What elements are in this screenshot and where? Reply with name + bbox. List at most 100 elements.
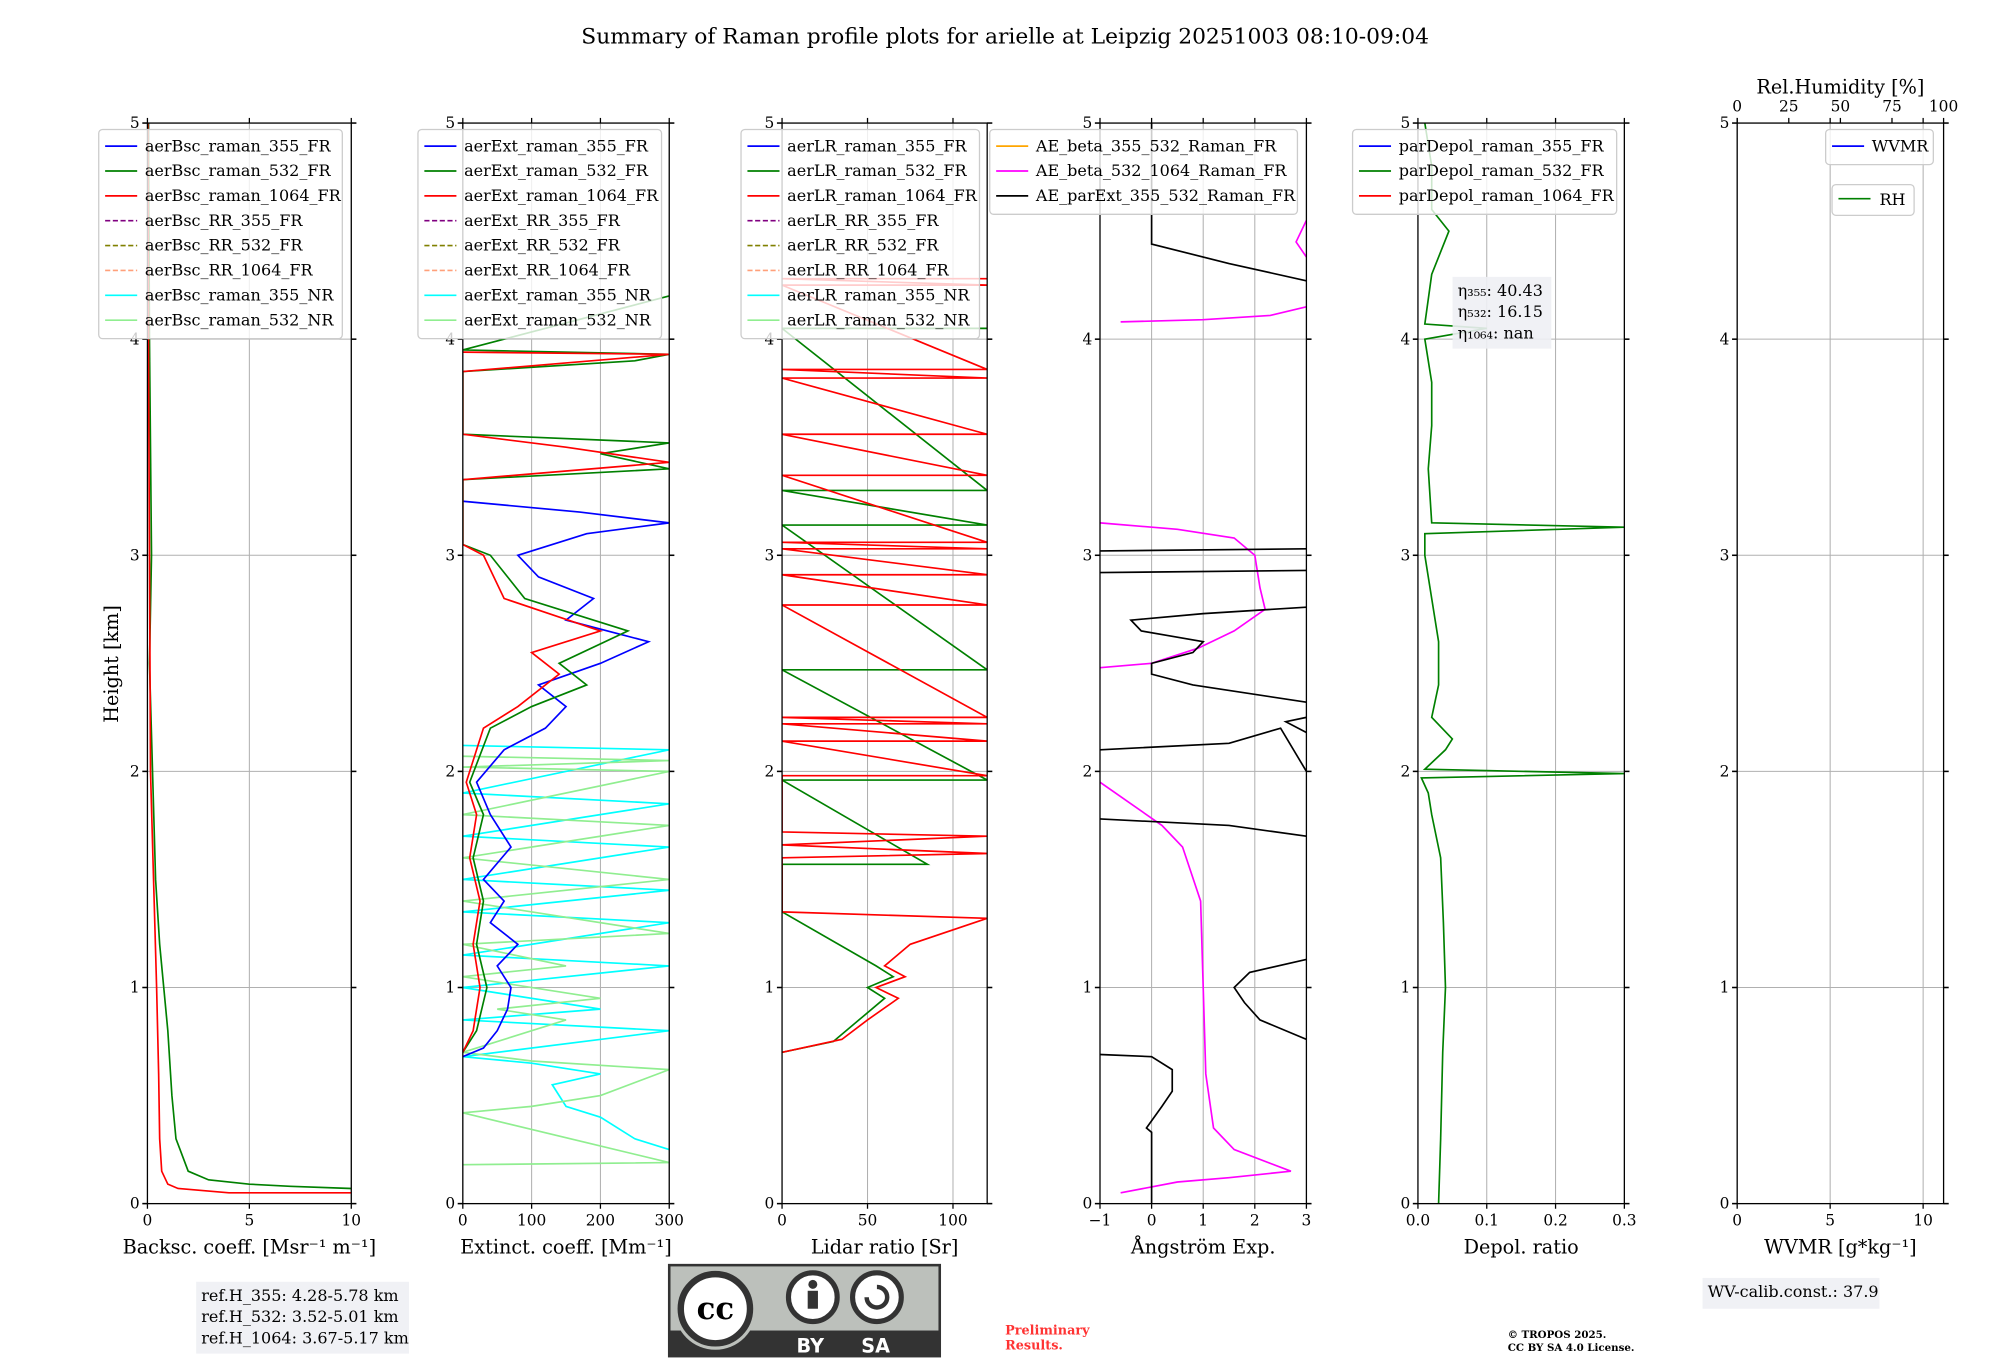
annotation-text: η₁₀₆₄: nan [1458,323,1534,342]
legend-entry: aerExt_raman_355_NR [464,285,652,304]
legend-entry: aerBsc_RR_1064_FR [145,261,314,280]
series-line-aerlr-raman-1064-fr [782,277,988,1054]
top-x-tick-label: 50 [1831,98,1851,116]
y-tick-label: 3 [1400,546,1410,564]
series-line-pardepol-raman-532-fr [1420,123,1625,1204]
axes-frame [1417,122,1625,1205]
legend2-frame [1831,183,1915,216]
top-x-tick-label: 0 [1732,98,1742,116]
y-tick-label: 1 [1083,979,1093,997]
top-x-tick-label: 75 [1882,98,1902,116]
legend-frame [740,128,981,340]
y-tick-label: 3 [130,546,140,564]
legend-frame [98,128,343,340]
series-line-ae-beta-532-1064-raman-fr [1120,305,1307,323]
series-line-aerext-raman-1064-fr [462,351,670,1053]
cc-icon [677,1270,754,1347]
y-tick-label: 1 [1400,979,1410,997]
y-tick-label: 0 [1720,1195,1730,1213]
axes-frame [1736,122,1945,1205]
x-tick-label: 0.3 [1612,1211,1636,1229]
x-tick-label: 2 [1250,1211,1260,1229]
x-tick-label: 0 [458,1211,468,1229]
series-line-ae-beta-532-1064-raman-fr [1100,781,1292,1194]
figure-title: Summary of Raman profile plots for ariel… [581,25,1429,50]
x-axis-label: Extinct. coeff. [Mm⁻¹] [460,1236,671,1259]
legend-frame [1825,128,1934,166]
series-line-aerext-raman-532-nr [462,755,670,1166]
y-tick-label: 0 [1400,1195,1410,1213]
svg-text:cc: cc [697,1291,734,1327]
y-tick-label: 4 [1083,330,1093,348]
legend: aerLR_raman_355_FR aerLR_raman_532_FR aerL… [740,128,981,340]
x-tick-label: −1 [1089,1211,1112,1229]
series-line-ae-parext-355-532-raman-fr [1233,958,1307,1041]
series-line-aerext-raman-532-fr [462,295,670,1053]
annotation-text: WV-calib.const.: 37.9 [1708,1282,1879,1301]
share-alike-icon [850,1270,904,1325]
annotation-text: η₅₃₂: 16.15 [1458,302,1543,321]
y-tick-label: 0 [1083,1195,1093,1213]
y-tick-label: 2 [1400,763,1410,781]
y-tick-label: 0 [130,1195,140,1213]
x-axis-label: Depol. ratio [1464,1236,1579,1259]
legend-frame [1351,128,1618,215]
annotation-text: ref.H_1064: 3.67-5.17 km [201,1328,409,1347]
legend-entry: aerExt_raman_1064_FR [464,186,659,205]
license-sa: SA [861,1334,890,1357]
x-tick-label: 3 [1302,1211,1312,1229]
legend-entry: parDepol_raman_532_FR [1399,161,1605,180]
legend-entry: aerBsc_RR_355_FR [145,211,303,230]
legend-entry: aerLR_raman_1064_FR [787,186,978,205]
series-line-aerext-raman-355-fr [462,500,670,1058]
y-tick-label: 2 [1083,763,1093,781]
x-axis-label: WVMR [g*kg⁻¹] [1764,1236,1917,1259]
axes-frame [781,122,988,1205]
legend-entry: aerExt_RR_1064_FR [464,261,631,280]
annotation-text: ref.H_355: 4.28-5.78 km [201,1286,398,1305]
x-tick-label: 50 [858,1211,878,1229]
series-line-ae-parext-355-532-raman-fr [1100,547,1307,552]
series-line-aerbsc-raman-532-fr [147,123,352,1190]
legend-entry: aerBsc_raman_532_NR [145,310,335,329]
y-tick-label: 3 [1083,546,1093,564]
legend-entry: aerExt_RR_355_FR [464,211,621,230]
legend-entry: aerLR_raman_355_NR [787,285,970,304]
legend: WVMR RH [1825,128,1934,216]
x-tick-label: 100 [938,1211,967,1229]
y-tick-label: 1 [1720,979,1730,997]
legend: aerExt_raman_355_FR aerExt_raman_532_FRae… [417,128,663,340]
y-tick-label: 3 [765,546,775,564]
license-by: BY [796,1334,825,1357]
legend-frame [417,128,663,340]
x-tick-label: 0.1 [1475,1211,1499,1229]
copyright-note: © TROPOS 2025. CC BY SA 4.0 License. [1508,1329,1635,1354]
annotation-text: η₃₅₅: 40.43 [1458,281,1543,300]
x-tick-label: 300 [655,1211,684,1229]
legend-entry: aerLR_RR_355_FR [787,211,939,230]
legend-entry: parDepol_raman_1064_FR [1399,186,1615,205]
series-line-ae-parext-355-532-raman-fr [1100,1053,1174,1204]
x-tick-label: 100 [517,1211,546,1229]
legend-entry: aerLR_raman_532_NR [787,310,970,329]
series-line-ae-parext-355-532-raman-fr [1100,818,1307,838]
x-tick-label: 0 [777,1211,787,1229]
legend: aerBsc_raman_355_FR aerBsc_raman_532_FRae… [98,128,343,340]
legend-entry: aerExt_raman_532_FR [464,161,649,180]
legend-entry: parDepol_raman_355_FR [1399,136,1605,155]
x-tick-label: 10 [341,1211,361,1229]
series-line-ae-parext-355-532-raman-fr [1100,569,1307,574]
y-tick-label: 0 [445,1195,455,1213]
x-tick-label: 1 [1198,1211,1208,1229]
annotation-box [1702,1277,1880,1309]
series-line-ae-beta-532-1064-raman-fr [1100,522,1267,669]
legend-entry: WVMR [1872,136,1929,155]
annotation-text: ref.H_532: 3.52-5.01 km [201,1307,398,1326]
y-tick-label: 2 [130,763,140,781]
legend-entry: aerBsc_raman_1064_FR [145,186,342,205]
y-tick-label: 5 [445,114,455,132]
y-tick-label: 2 [765,763,775,781]
